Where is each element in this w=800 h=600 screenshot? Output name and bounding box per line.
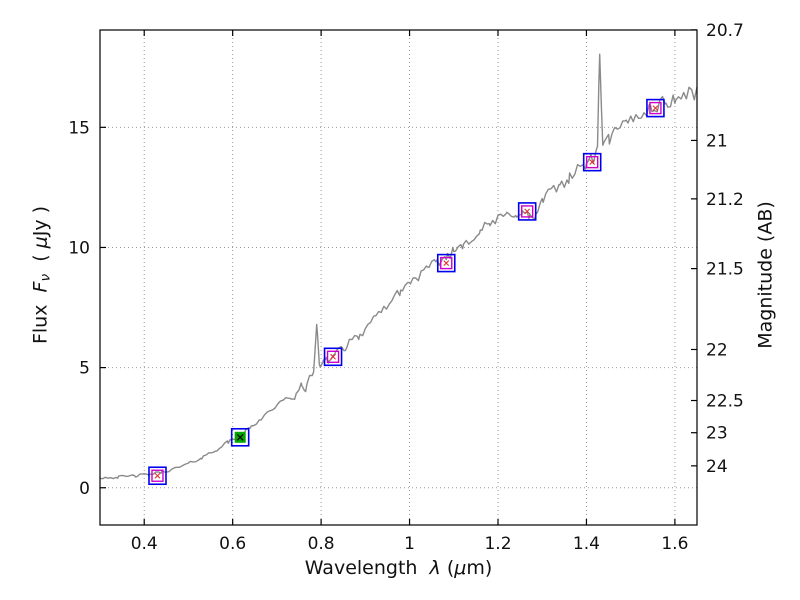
photometry-inner-square: [151, 469, 164, 482]
y-tick-label-flux: 15: [68, 118, 90, 138]
model-x-mark: [154, 472, 161, 479]
spectrum-line: [99, 53, 698, 480]
x-tick-label: 0.6: [219, 534, 246, 554]
label-segment: μ: [29, 236, 52, 249]
photometry-inner-square: [326, 350, 340, 363]
label-segment: m): [466, 557, 493, 579]
photometry-inner-square: [649, 101, 662, 115]
x-tick-label: 1.4: [573, 534, 600, 554]
photometry-inner-square: [585, 155, 599, 169]
photometry-inner-square: [520, 205, 534, 218]
model-x-mark: [236, 433, 244, 441]
photometry-outer-square: [436, 253, 456, 273]
model-x-mark: [443, 260, 450, 266]
y-tick-label-flux: 5: [79, 359, 90, 379]
label-segment: μ: [454, 557, 467, 579]
x-tick-label: 1.2: [484, 534, 511, 554]
label-segment: Jy ): [29, 205, 52, 237]
model-x-mark: [330, 353, 336, 360]
photometry-outer-square: [230, 427, 250, 447]
plot-frame: [99, 29, 698, 526]
x-tick-label: 1.6: [661, 534, 688, 554]
y-tick-label-flux: 10: [68, 238, 90, 258]
photometry-outer-square: [582, 152, 602, 172]
x-tick-label: 0.4: [131, 534, 158, 554]
photometry-outer-square: [646, 98, 665, 118]
y-tick-label-mag: 23: [706, 424, 728, 444]
x-axis-label: Wavelength λ (μm): [100, 557, 697, 579]
y-tick-label-mag: 21: [706, 131, 728, 151]
y-axis-label-right: Magnitude (AB): [754, 201, 777, 349]
label-segment: ν: [37, 273, 54, 282]
photometry-inner-square: [440, 256, 453, 270]
label-segment: Flux: [29, 292, 52, 345]
label-segment: (: [29, 248, 52, 274]
label-segment: (: [440, 557, 455, 579]
photometry-outer-square: [517, 202, 537, 221]
y-tick-label-mag: 24: [706, 457, 728, 477]
y-tick-label-mag: 22: [706, 340, 728, 360]
label-segment: Wavelength: [304, 557, 430, 579]
model-x-mark: [589, 159, 596, 166]
model-x-mark: [652, 105, 659, 111]
y-tick-label-mag: 22.5: [706, 392, 744, 412]
y-tick-label-mag: 21.2: [706, 190, 744, 210]
y-tick-label-mag: 20.7: [706, 21, 744, 41]
label-segment: F: [29, 281, 52, 293]
y-tick-label-flux: 0: [79, 479, 90, 499]
label-segment: λ: [429, 557, 441, 579]
x-tick-label: 0.8: [308, 534, 335, 554]
y-axis-label-left: Flux Fν ( μJy ): [29, 28, 54, 523]
model-x-mark: [524, 208, 531, 215]
y-tick-label-mag: 21.5: [706, 260, 744, 280]
x-tick-label: 1: [404, 534, 415, 554]
photometry-outer-square: [323, 347, 343, 367]
photometry-outer-square: [148, 466, 167, 486]
